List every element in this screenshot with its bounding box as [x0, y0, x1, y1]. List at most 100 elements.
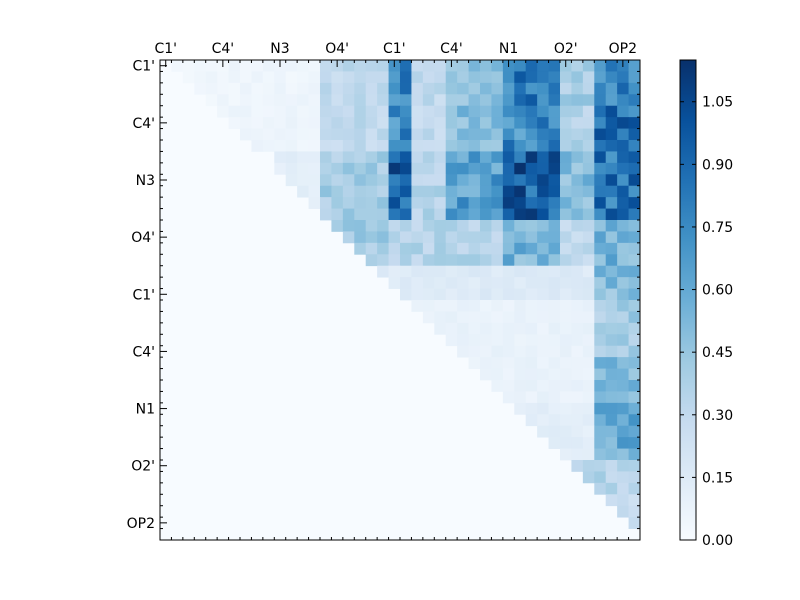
heatmap-cell [468, 357, 481, 369]
heatmap-cell [582, 460, 595, 472]
heatmap-cell [514, 105, 527, 118]
heatmap-cell [525, 277, 538, 289]
heatmap-cell [537, 71, 549, 84]
heatmap-cell [400, 197, 412, 209]
heatmap-cell [308, 174, 321, 187]
heatmap-cell [560, 94, 572, 107]
colorbar-tick-label: 1.05 [702, 95, 733, 111]
heatmap-cell [605, 380, 618, 392]
heatmap-cell [342, 82, 355, 95]
heatmap-cell [377, 231, 389, 244]
colorbar-tick-label: 0.15 [702, 470, 733, 486]
heatmap-cell [571, 380, 584, 392]
heatmap-cell [582, 380, 595, 392]
heatmap-cell [480, 140, 492, 152]
heatmap-cell [434, 174, 447, 187]
heatmap-cell [617, 117, 629, 129]
heatmap-cell [434, 162, 447, 175]
heatmap-cell [354, 185, 367, 198]
heatmap-cell [377, 128, 389, 141]
heatmap-cell [400, 162, 412, 175]
heatmap-cell [605, 448, 618, 461]
heatmap-cell [560, 128, 572, 141]
heatmap-cell [377, 117, 389, 129]
heatmap-cell [582, 437, 595, 449]
x-tick-label: C1' [154, 41, 177, 57]
heatmap-cell [548, 265, 561, 278]
heatmap-cell [251, 117, 264, 129]
heatmap-cell [342, 208, 355, 221]
x-tick-label: C4' [212, 41, 235, 57]
heatmap-cell [491, 197, 504, 209]
heatmap-cell [605, 94, 618, 107]
heatmap-cell [457, 117, 469, 129]
heatmap-cell [537, 231, 549, 244]
heatmap-cell [331, 105, 344, 118]
heatmap-cell [571, 277, 584, 289]
heatmap-cell [388, 208, 401, 221]
heatmap-cell [594, 402, 607, 415]
heatmap-cell [605, 197, 618, 209]
heatmap-cell [502, 162, 515, 175]
heatmap-cell [582, 402, 595, 415]
heatmap-cell [628, 448, 641, 461]
heatmap-cell [228, 117, 241, 129]
heatmap-cell [308, 60, 321, 72]
heatmap-cell [422, 185, 435, 198]
heatmap-cell [548, 60, 561, 72]
heatmap-cell [525, 60, 538, 72]
heatmap-cell [445, 162, 458, 175]
heatmap-cell [491, 128, 504, 141]
heatmap-cell [262, 71, 275, 84]
heatmap-cell [582, 242, 595, 255]
heatmap-cell [354, 60, 367, 72]
heatmap-cell [502, 128, 515, 141]
heatmap-cell [400, 60, 412, 72]
heatmap-cell [560, 105, 572, 118]
heatmap-cell [480, 345, 492, 358]
heatmap-cell [617, 448, 629, 461]
heatmap-cell [560, 117, 572, 129]
heatmap-cell [457, 242, 469, 255]
heatmap-cell [605, 162, 618, 175]
heatmap-cell [571, 60, 584, 72]
heatmap-cell [331, 162, 344, 175]
heatmap-cell [560, 322, 572, 335]
heatmap-cell [342, 94, 355, 107]
heatmap-cell [434, 128, 447, 141]
heatmap-cell [342, 128, 355, 141]
heatmap-cell [582, 82, 595, 95]
heatmap-cell [571, 311, 584, 324]
heatmap-cell [491, 82, 504, 95]
heatmap-cell [422, 60, 435, 72]
heatmap-cell [594, 60, 607, 72]
heatmap-cell [628, 437, 641, 449]
heatmap-cell [480, 357, 492, 369]
heatmap-cell [548, 174, 561, 187]
heatmap-cell [194, 82, 207, 95]
heatmap-cell [525, 117, 538, 129]
heatmap-cell [320, 105, 332, 118]
heatmap-cell [560, 174, 572, 187]
heatmap-cell [320, 82, 332, 95]
heatmap-cell [617, 414, 629, 427]
heatmap-cell [582, 208, 595, 221]
heatmap-cell [434, 242, 447, 255]
heatmap-cell [628, 117, 641, 129]
heatmap-cell [537, 380, 549, 392]
heatmap-cell [525, 128, 538, 141]
heatmap-cell [434, 288, 447, 301]
heatmap-cell [548, 82, 561, 95]
heatmap-cell [628, 300, 641, 312]
heatmap-cell [628, 345, 641, 358]
heatmap-cell [342, 197, 355, 209]
heatmap-cell [308, 105, 321, 118]
heatmap-cell [582, 448, 595, 461]
heatmap-cell [491, 162, 504, 175]
heatmap-cell [537, 197, 549, 209]
heatmap-cell [594, 345, 607, 358]
heatmap-cell [320, 60, 332, 72]
heatmap-cell [468, 174, 481, 187]
heatmap-cell [400, 208, 412, 221]
heatmap-cell [388, 105, 401, 118]
